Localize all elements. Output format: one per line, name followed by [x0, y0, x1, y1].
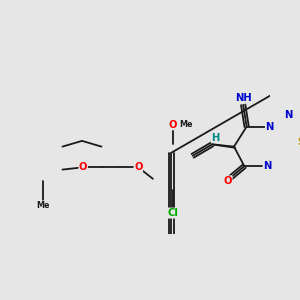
Text: O: O	[79, 162, 87, 172]
Text: O: O	[169, 120, 177, 130]
Text: H: H	[211, 133, 220, 142]
Text: O: O	[134, 162, 142, 172]
Text: Me: Me	[36, 201, 49, 210]
Text: O: O	[224, 176, 232, 186]
Text: S: S	[297, 137, 300, 147]
Text: NH: NH	[235, 93, 251, 103]
Text: N: N	[266, 122, 274, 132]
Text: Me: Me	[179, 120, 193, 129]
Text: N: N	[284, 110, 292, 120]
Text: N: N	[263, 161, 272, 171]
Text: Cl: Cl	[167, 208, 178, 218]
